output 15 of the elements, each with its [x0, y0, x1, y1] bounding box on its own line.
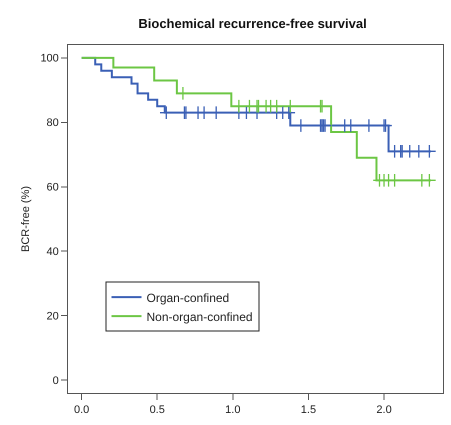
x-tick-label: 0.5: [150, 404, 165, 416]
y-tick-label: 60: [46, 182, 59, 194]
x-tick-label: 0.0: [74, 404, 90, 416]
legend-label: Non-organ-confined: [146, 310, 253, 324]
x-tick-label: 2.0: [376, 404, 392, 416]
chart-title: Biochemical recurrence-free survival: [138, 16, 367, 32]
y-tick-label: 100: [40, 52, 59, 65]
y-tick-label: 40: [46, 246, 59, 258]
y-tick-label: 80: [46, 117, 59, 130]
y-axis-title: BCR-free (%): [20, 186, 32, 252]
x-tick-label: 1.0: [225, 404, 240, 416]
x-tick-label: 1.5: [300, 404, 316, 416]
y-tick-label: 0: [52, 374, 59, 387]
legend-label: Organ-confined: [146, 290, 230, 305]
y-tick-label: 20: [46, 310, 59, 323]
